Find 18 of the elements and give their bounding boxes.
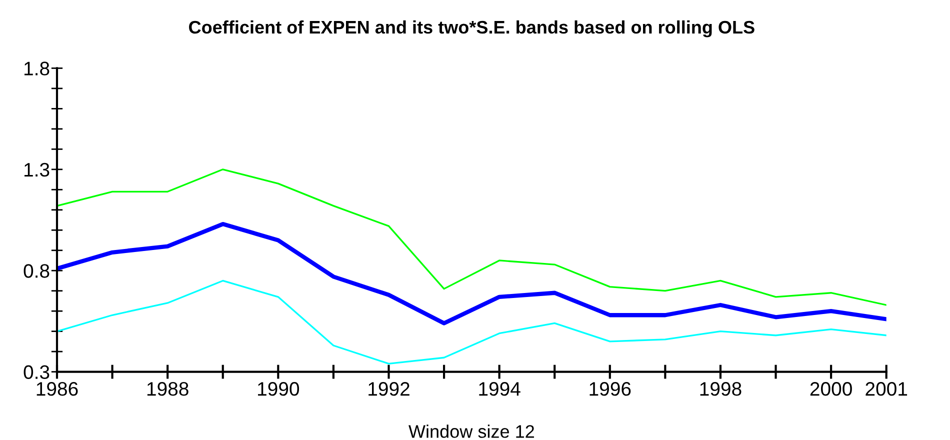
x-axis-title: Window size 12 [408, 424, 534, 438]
x-tick-label: 1986 [36, 382, 78, 396]
x-tick-label: 1992 [368, 382, 410, 396]
x-tick-label: 1990 [258, 382, 300, 396]
x-tick-label: 1988 [147, 382, 188, 396]
y-tick-label: 1.8 [24, 62, 50, 76]
x-tick-label: 1998 [700, 382, 742, 396]
x-tick-label: 2000 [810, 382, 852, 396]
y-tick-label: 0.8 [24, 264, 50, 278]
y-tick-label: 0.3 [24, 365, 50, 380]
chart-title: Coefficient of EXPEN and its two*S.E. bands based on rolling OLS [189, 20, 754, 38]
y-tick-label: 1.3 [24, 162, 50, 177]
line-series [57, 280, 886, 365]
x-tick-label: 1994 [479, 382, 520, 396]
line-series [57, 222, 886, 326]
line-series [57, 168, 886, 306]
x-tick-label: 1996 [590, 382, 631, 396]
x-tick-label: 2001 [866, 382, 908, 396]
